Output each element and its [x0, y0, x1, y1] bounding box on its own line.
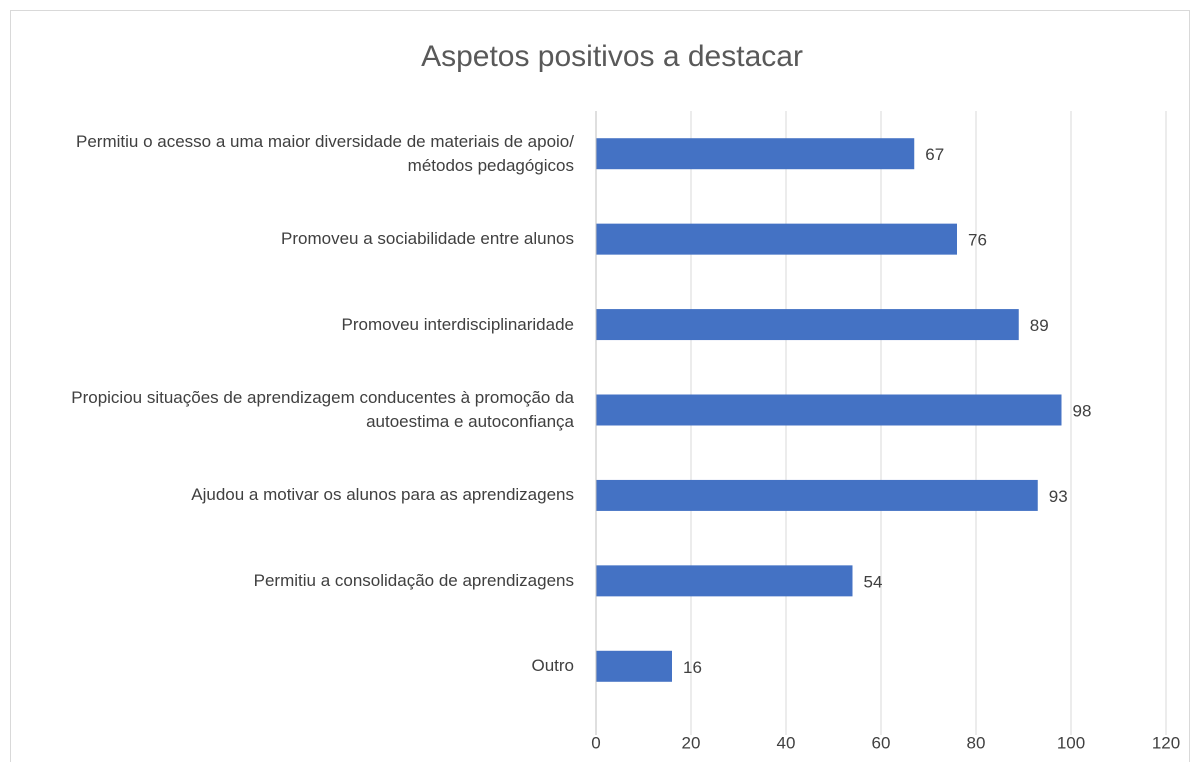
data-label: 54 [864, 572, 883, 591]
y-tick-label: Propiciou situações de aprendizagem cond… [71, 388, 574, 431]
chart-title: Aspetos positivos a destacar [421, 40, 803, 73]
bar [596, 479, 1038, 511]
bar [596, 650, 672, 682]
bar [596, 565, 853, 597]
y-tick-label: Permitiu o acesso a uma maior diversidad… [76, 131, 574, 175]
data-label: 89 [1030, 316, 1049, 335]
x-tick-label: 120 [1152, 733, 1180, 752]
x-tick-label: 100 [1057, 733, 1085, 752]
data-label: 16 [683, 658, 702, 677]
y-tick-label: Outro [531, 656, 574, 676]
x-tick-label: 40 [777, 733, 796, 752]
bar [596, 309, 1019, 341]
x-tick-label: 20 [682, 733, 701, 752]
bar [596, 223, 957, 255]
x-tick-label: 80 [967, 733, 986, 752]
y-tick-label: Ajudou a motivar os alunos para as apren… [191, 485, 574, 505]
data-label: 76 [968, 231, 987, 250]
data-label: 67 [925, 145, 944, 164]
chart-frame [10, 10, 1190, 762]
y-tick-label: Promoveu a sociabilidade entre alunos [281, 229, 574, 249]
x-tick-label: 0 [591, 733, 600, 752]
y-tick-label: Permitiu a consolidação de aprendizagens [253, 570, 574, 590]
data-label: 98 [1073, 401, 1092, 420]
bar [596, 394, 1062, 426]
bar [596, 138, 915, 170]
x-tick-label: 60 [872, 733, 891, 752]
data-label: 93 [1049, 487, 1068, 506]
y-tick-label: Promoveu interdisciplinaridade [341, 314, 574, 334]
